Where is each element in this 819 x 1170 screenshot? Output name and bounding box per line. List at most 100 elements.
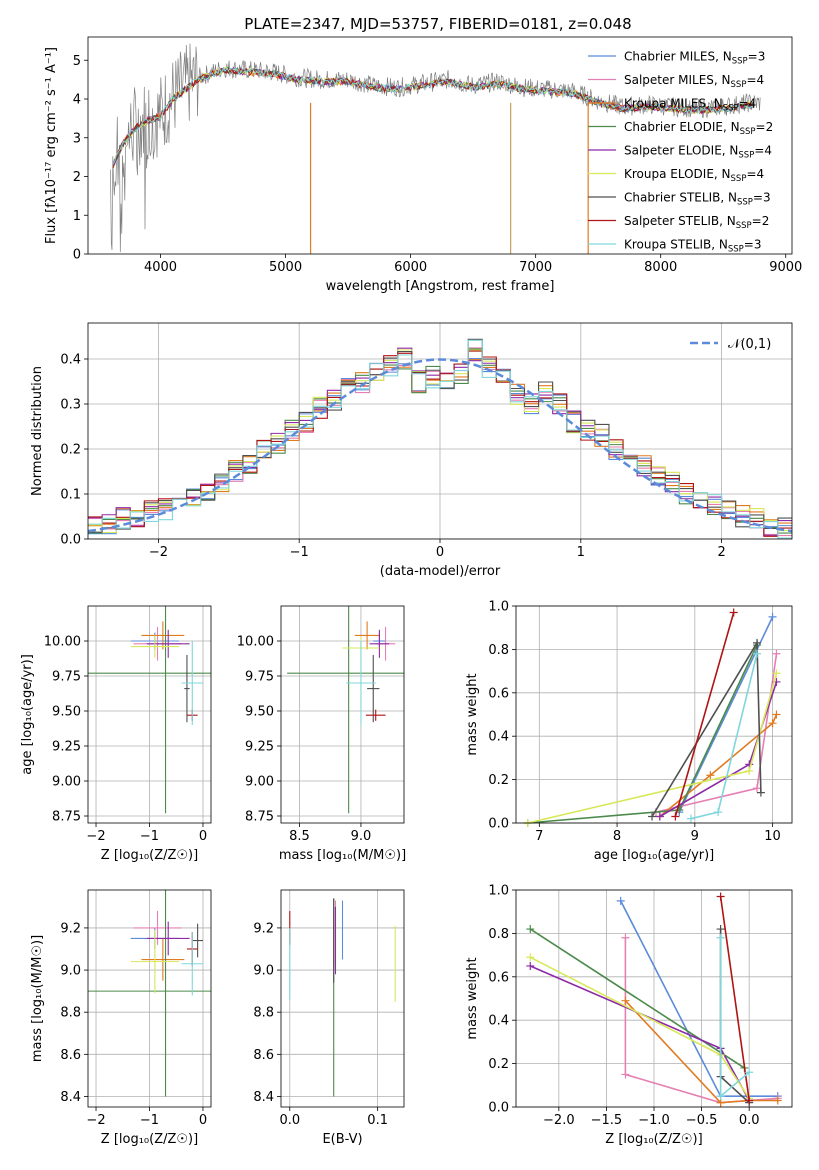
y-tick-label: 0.2	[488, 1057, 509, 1072]
legend-entry-prefix: , N	[714, 73, 731, 87]
mass-weight-point-marker	[745, 1068, 754, 1077]
y-tick-label: 0.6	[488, 686, 509, 701]
x-tick-label: 0	[199, 829, 207, 844]
legend-entry-prefix: , N	[711, 238, 728, 252]
mass-weight-point-marker	[716, 1092, 725, 1101]
x-tick-label: −2	[86, 1113, 105, 1128]
legend-entry-subscript: SSP	[740, 127, 756, 137]
mass-weight-point-marker	[768, 612, 777, 621]
legend-entry-nssp: 4	[764, 144, 772, 158]
age-vs-metallicity-panel: −2 −1 0 8.75 9.00 9.25 9.50 9.75 10.00 Z [log₁₀(Z…	[20, 605, 212, 863]
legend-entry: Salpeter ELODIE, NSSP=4	[624, 144, 772, 161]
y-tick-label: 8.6	[60, 1048, 81, 1063]
mass-weight-point-marker	[648, 812, 657, 821]
x-axis-label: age [log₁₀(age/yr)]	[594, 848, 715, 863]
legend-entry: Chabrier ELODIE, NSSP=2	[624, 120, 773, 137]
legend-entry-nssp: 2	[762, 214, 770, 228]
legend-entry-nssp: 4	[757, 167, 765, 181]
y-tick-label: 2	[73, 170, 81, 185]
y-tick-label: 9.25	[52, 740, 81, 755]
y-tick-label: 0.8	[488, 643, 509, 658]
legend-entry: Chabrier STELIB, NSSP=3	[624, 191, 771, 208]
x-tick-label: −2.0	[543, 1113, 575, 1128]
mass-vs-extinction-panel: 0.0 0.1 8.4 8.6 8.8 9.0 9.2 E(B-V)	[253, 889, 405, 1147]
y-tick-label: 10.00	[237, 635, 274, 650]
y-tick-label: 9.2	[60, 921, 81, 936]
legend-entry-equals: =	[752, 214, 762, 228]
legend-entry-subscript: SSP	[736, 221, 752, 231]
mass-weight-vs-age-panel: 7 8 9 10 0.0 0.2 0.4 0.6 0.8 1.0 age [log₁₀(age/yr…	[465, 600, 793, 863]
legend-entry-name: Salpeter STELIB	[624, 214, 719, 228]
legend-entry-prefix: , N	[720, 191, 737, 205]
legend-entry-name: Kroupa MILES	[624, 97, 706, 111]
x-tick-label: 1	[577, 545, 585, 560]
mass-weight-point-marker	[756, 788, 765, 797]
axes-frame	[515, 605, 793, 824]
mass-weight-point-marker	[706, 771, 715, 780]
mass-weight-series-line	[529, 965, 750, 1101]
legend-entry-equals: =	[748, 50, 758, 64]
x-tick-label: 10	[764, 829, 781, 844]
legend-entry-subscript: SSP	[723, 104, 739, 114]
legend-entry-prefix: , N	[714, 167, 731, 181]
legend-entry-equals: =	[739, 97, 749, 111]
mass-weight-point-marker	[714, 808, 723, 817]
x-tick-label: 5000	[269, 260, 302, 275]
x-axis-label: wavelength [Angstrom, rest frame]	[326, 279, 555, 294]
y-tick-label: 9.0	[253, 964, 274, 979]
y-tick-label: 0.4	[488, 730, 509, 745]
y-tick-label: 3	[73, 131, 81, 146]
y-tick-label: 0.8	[488, 927, 509, 942]
mass-weight-point-marker	[745, 1096, 754, 1105]
y-tick-label: 1.0	[488, 884, 509, 899]
legend-entry-equals: =	[753, 191, 763, 205]
y-axis-label: age [log₁₀(age/yr)]	[20, 654, 35, 775]
mass-weight-point-marker	[716, 892, 725, 901]
mass-weight-point-marker	[716, 933, 725, 942]
legend-entry-name: Kroupa ELODIE	[624, 167, 714, 181]
x-tick-label: 7	[535, 829, 543, 844]
x-tick-label: 0	[436, 545, 444, 560]
y-axis-label: mass weight	[465, 957, 480, 1039]
x-tick-label: 0	[199, 1113, 207, 1128]
mass-weight-point-marker	[621, 996, 630, 1005]
mass-weight-point-marker	[772, 669, 781, 678]
y-tick-label: 8.4	[60, 1090, 81, 1105]
legend-entry-prefix: , N	[719, 214, 736, 228]
mass-weight-point-marker	[526, 961, 535, 970]
legend-entry-subscript: SSP	[732, 57, 748, 67]
x-tick-label: 0.0	[739, 1113, 760, 1128]
legend-entry: Kroupa MILES, NSSP=4	[624, 97, 756, 114]
y-tick-label: 8.75	[52, 810, 81, 825]
y-tick-label: 0.2	[60, 443, 81, 458]
legend-entry-prefix: , N	[706, 97, 723, 111]
y-tick-label: 9.2	[253, 921, 274, 936]
legend-entry-name: Chabrier ELODIE	[624, 120, 723, 134]
y-axis-label: Normed distribution	[30, 366, 45, 496]
axes-frame	[280, 889, 405, 1108]
legend-entry-prefix: , N	[723, 120, 740, 134]
x-tick-label: 8.5	[289, 829, 310, 844]
y-tick-label: 4	[73, 93, 81, 108]
legend-entry-equals: =	[746, 167, 756, 181]
legend-entry-name: Salpeter MILES	[624, 73, 714, 87]
x-tick-label: 9000	[769, 260, 802, 275]
legend-entry: Chabrier MILES, NSSP=3	[624, 50, 765, 67]
y-tick-label: 0.0	[488, 1101, 509, 1116]
y-tick-label: 8.8	[60, 1006, 81, 1021]
x-axis-label: (data-model)/error	[380, 564, 501, 579]
x-tick-label: −0.5	[686, 1113, 718, 1128]
mass-weight-point-marker	[772, 649, 781, 658]
legend-entry-prefix: , N	[722, 144, 739, 158]
y-tick-label: 9.75	[245, 670, 274, 685]
y-tick-label: 8.75	[245, 810, 274, 825]
x-axis-label: Z [log₁₀(Z/Z☉)]	[101, 1132, 198, 1147]
y-axis-label: mass [log₁₀(M/M☉)]	[30, 935, 45, 1062]
y-tick-label: 10.00	[44, 635, 81, 650]
y-tick-label: 9.00	[245, 775, 274, 790]
y-tick-label: 1	[73, 209, 81, 224]
age-vs-mass-panel: 8.5 9.0 8.75 9.00 9.25 9.50 9.75 10.00 mass [log…	[237, 605, 406, 863]
x-tick-label: 7000	[519, 260, 552, 275]
